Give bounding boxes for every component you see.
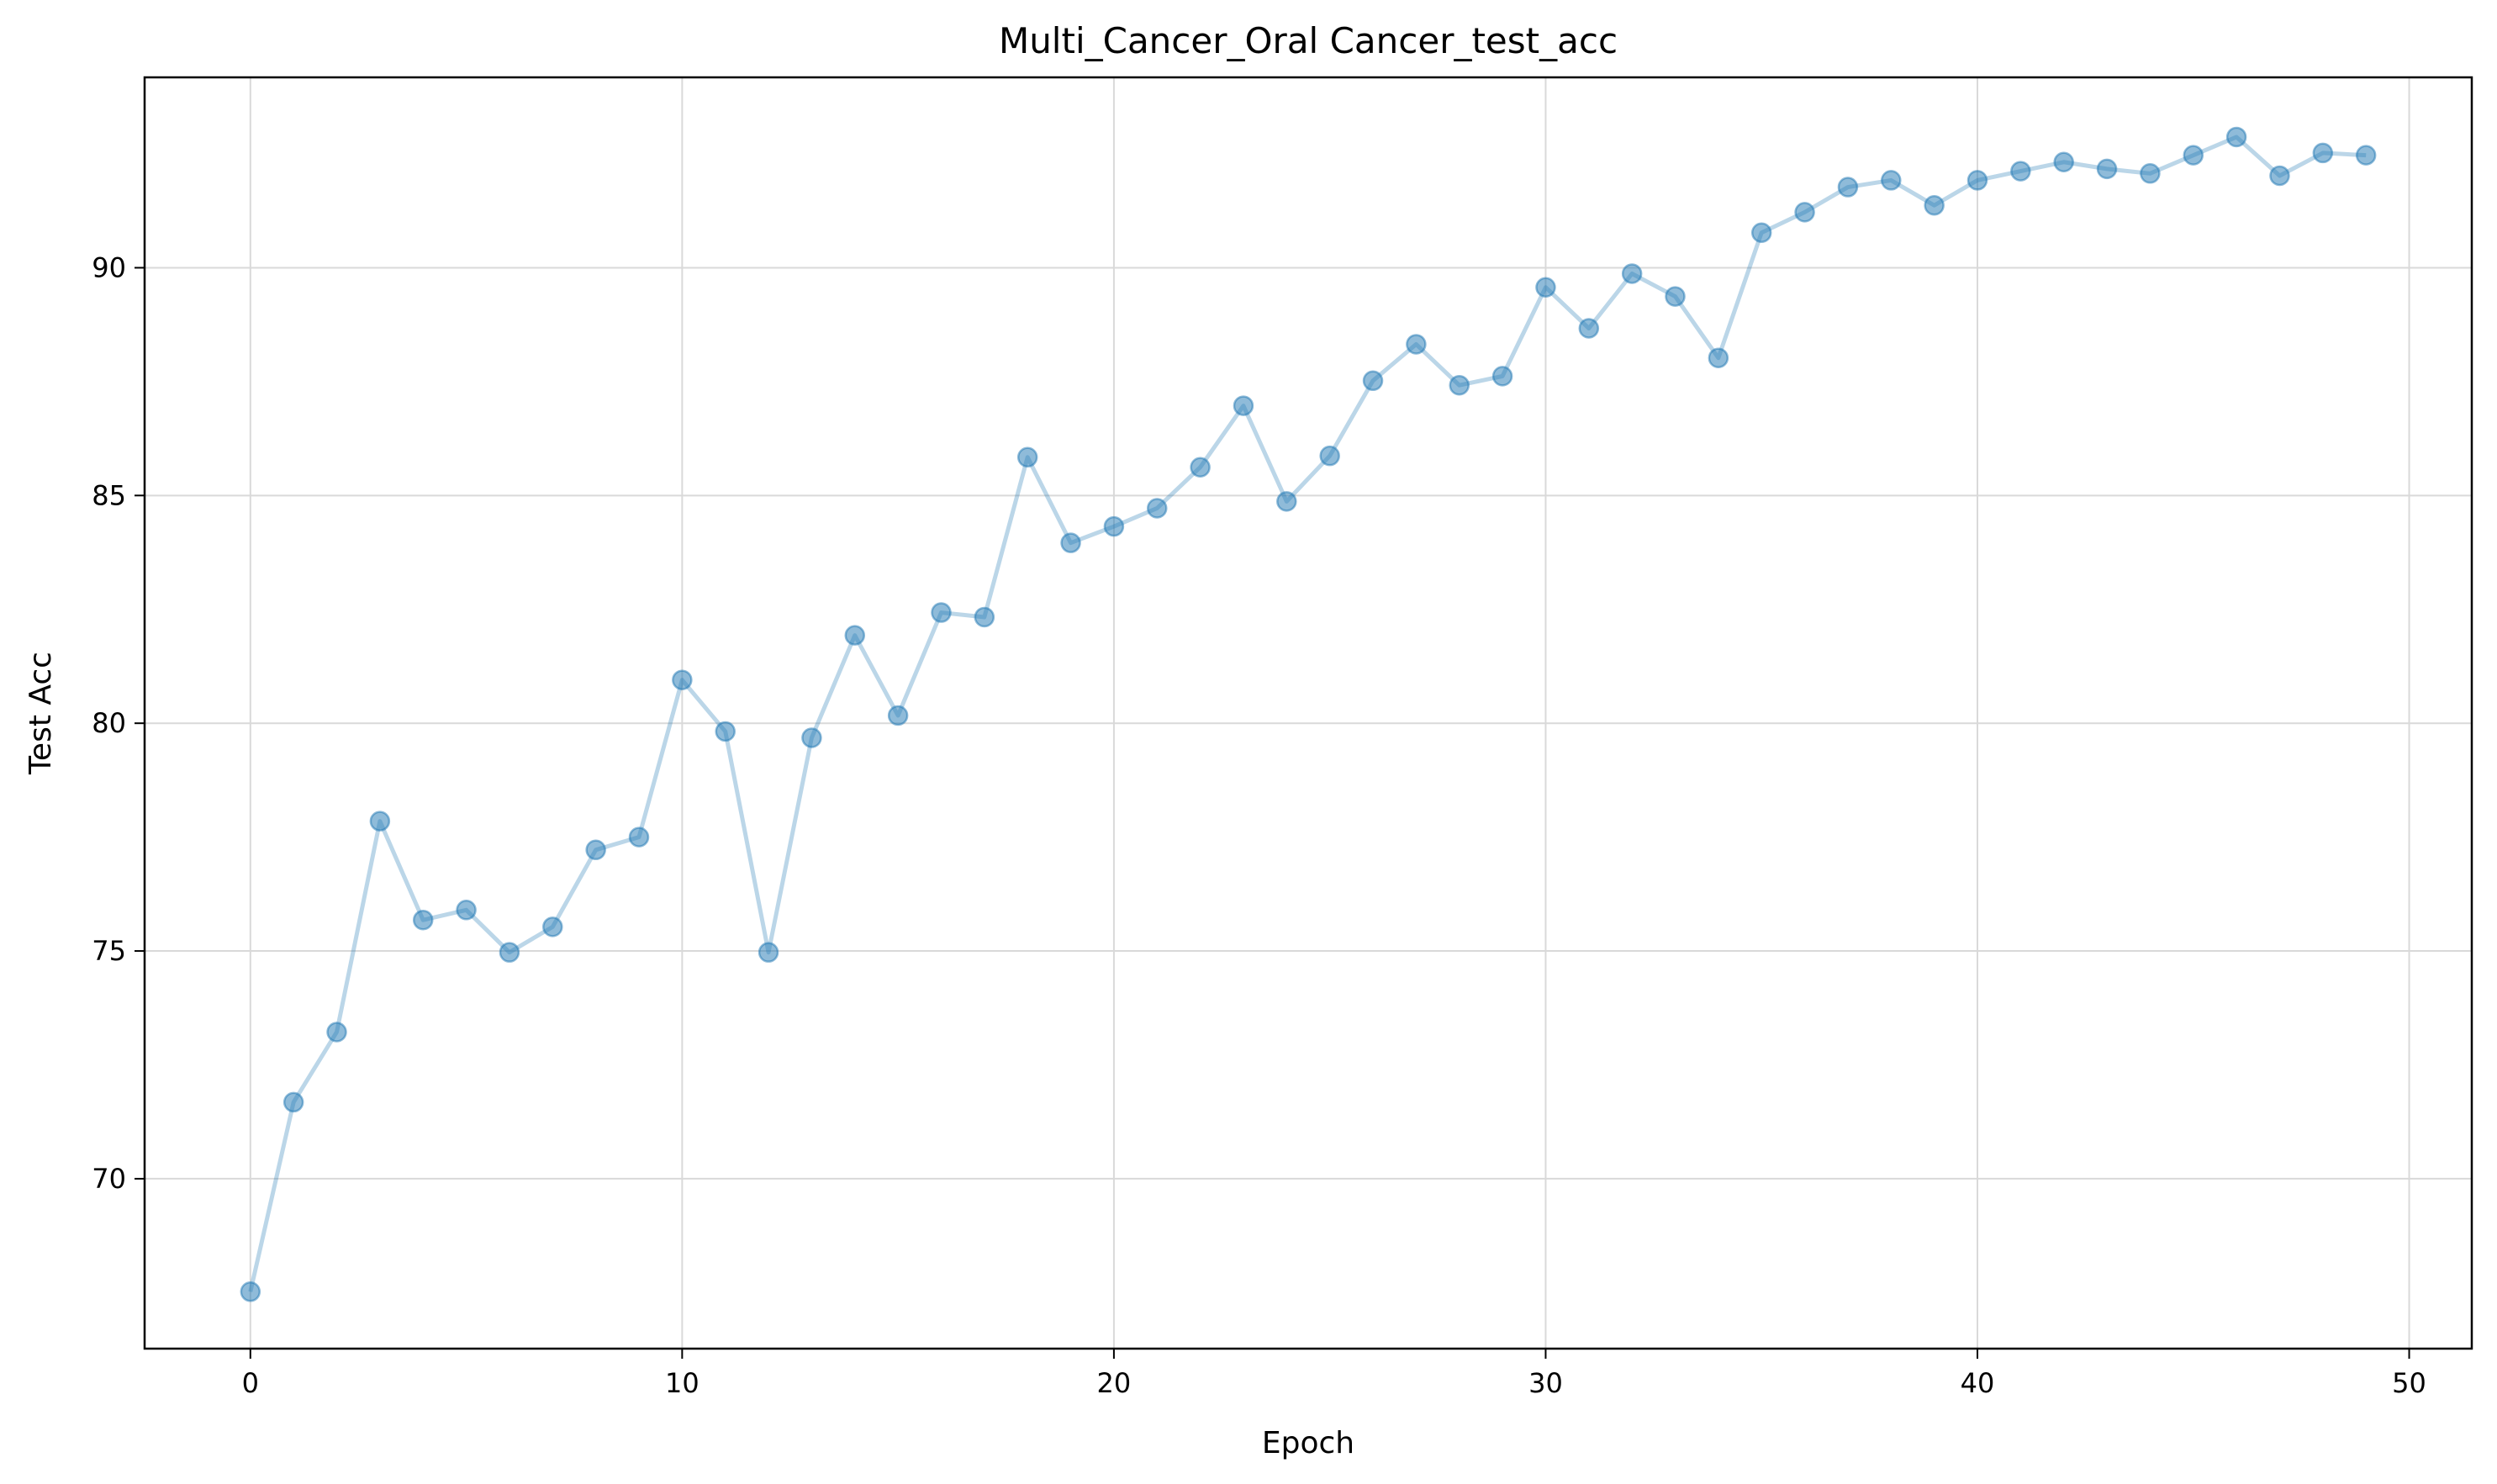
- data-point: [1924, 194, 1945, 216]
- data-point: [456, 900, 477, 921]
- data-point: [2183, 145, 2204, 166]
- data-point: [844, 625, 866, 646]
- data-point: [758, 942, 779, 963]
- x-axis-label: Epoch: [1262, 1426, 1354, 1460]
- data-point: [499, 942, 520, 963]
- data-point: [282, 1091, 304, 1113]
- data-point: [2010, 161, 2031, 182]
- data-point: [326, 1022, 347, 1043]
- data-point: [1276, 491, 1297, 512]
- data-point: [2312, 142, 2334, 164]
- axis-ticks: 0 10 20 30 40 50 70 75 80 85 90: [92, 251, 2426, 1399]
- y-tick-label: 80: [92, 707, 126, 739]
- data-point: [412, 909, 434, 931]
- data-point: [1621, 263, 1643, 284]
- data-point: [1794, 202, 1815, 223]
- data-point: [2269, 165, 2290, 187]
- y-tick-label: 75: [92, 935, 126, 967]
- data-point: [1362, 370, 1384, 392]
- data-point: [1535, 277, 1556, 298]
- data-point: [369, 811, 391, 832]
- plot-frame: [143, 76, 2473, 1350]
- data-point: [1103, 515, 1125, 537]
- data-point: [1406, 334, 1427, 355]
- y-tick-label: 70: [92, 1163, 126, 1195]
- data-point: [628, 826, 650, 848]
- series-group: [240, 126, 2377, 1302]
- x-tick-label: 30: [1528, 1367, 1563, 1399]
- data-point: [1147, 498, 1168, 519]
- data-point: [672, 669, 693, 690]
- data-point: [801, 727, 822, 748]
- data-point: [2096, 158, 2118, 180]
- data-point: [1881, 170, 1902, 191]
- data-point: [1319, 445, 1340, 467]
- data-point: [887, 705, 909, 726]
- data-point: [1233, 395, 1254, 416]
- data-point: [1578, 318, 1600, 339]
- data-point: [542, 916, 563, 937]
- data-point: [1449, 374, 1470, 396]
- y-tick-label: 90: [92, 251, 126, 283]
- y-axis-label: Test Acc: [24, 652, 58, 775]
- data-point: [1190, 457, 1211, 478]
- x-tick-label: 40: [1961, 1367, 1995, 1399]
- chart-title: Multi_Cancer_Oral Cancer_test_acc: [999, 20, 1618, 61]
- data-point: [715, 721, 736, 742]
- data-point: [2140, 163, 2161, 184]
- data-point: [1016, 446, 1038, 468]
- x-tick-label: 50: [2392, 1367, 2426, 1399]
- data-point: [1665, 286, 1686, 307]
- data-point: [585, 839, 606, 861]
- x-tick-label: 20: [1097, 1367, 1132, 1399]
- x-tick-label: 10: [665, 1367, 699, 1399]
- data-point: [2225, 126, 2247, 148]
- data-point: [931, 602, 952, 623]
- data-point: [240, 1281, 261, 1302]
- data-point: [1708, 347, 1729, 368]
- data-point: [1837, 177, 1859, 198]
- data-point: [1966, 170, 1988, 191]
- y-tick-label: 85: [92, 479, 126, 511]
- grid: [145, 77, 2472, 1349]
- data-point: [1060, 532, 1081, 553]
- data-point: [1750, 222, 1772, 243]
- data-point: [974, 606, 995, 628]
- data-point: [2053, 151, 2074, 173]
- x-tick-label: 0: [242, 1367, 259, 1399]
- data-point: [2355, 145, 2377, 166]
- data-point: [1491, 366, 1513, 387]
